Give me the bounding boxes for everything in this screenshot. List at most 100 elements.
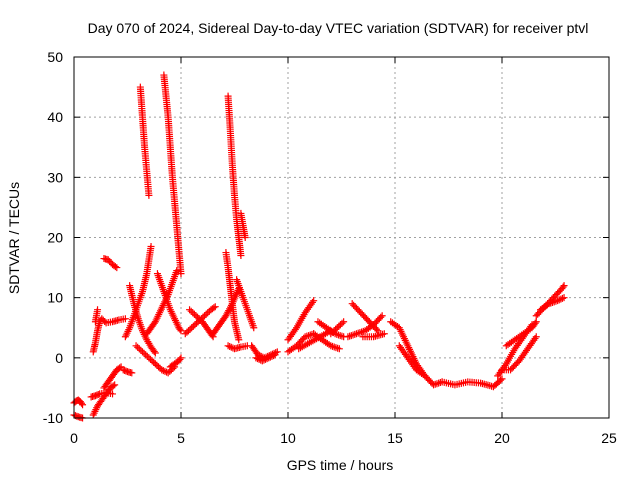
data-point: [147, 355, 155, 363]
data-point: [332, 344, 340, 352]
data-point: [328, 328, 336, 336]
data-point: [333, 324, 341, 332]
data-point: [333, 330, 341, 338]
data-point: [498, 375, 506, 383]
data-point: [308, 330, 316, 338]
data-point: [433, 380, 441, 388]
data-point: [151, 360, 159, 368]
data-point: [134, 343, 142, 351]
x-tick-label: 25: [601, 430, 617, 446]
data-point: [531, 334, 539, 342]
data-point: [147, 243, 155, 251]
data-point: [189, 309, 197, 317]
data-point: [177, 327, 185, 335]
data-point: [560, 282, 568, 290]
data-point: [109, 382, 117, 390]
data-point: [193, 319, 201, 327]
data-point: [332, 325, 340, 333]
series-arc-44: [537, 294, 568, 314]
data-point: [181, 330, 189, 338]
data-point: [153, 361, 161, 369]
series-arc-41: [498, 333, 540, 374]
data-point: [184, 327, 192, 335]
data-point: [271, 351, 279, 359]
x-tick-label: 20: [494, 430, 510, 446]
data-point: [143, 352, 151, 360]
data-point: [255, 355, 263, 363]
data-point: [352, 330, 360, 338]
data-point: [150, 348, 158, 356]
data-point: [235, 336, 243, 344]
data-point: [330, 343, 338, 351]
data-point: [191, 321, 199, 329]
data-point: [204, 309, 212, 317]
data-point: [128, 369, 136, 377]
data-point: [532, 318, 540, 326]
data-point: [155, 363, 163, 371]
series-arc-24: [233, 276, 258, 332]
data-point: [545, 300, 553, 308]
data-point: [377, 313, 385, 321]
series-arc-33: [327, 318, 348, 338]
data-point: [163, 368, 171, 376]
data-point: [421, 372, 429, 380]
data-point: [145, 191, 153, 199]
y-tick-label: 50: [47, 49, 63, 65]
y-tick-label: -10: [43, 410, 63, 426]
data-point: [173, 267, 181, 275]
data-point: [192, 312, 200, 320]
data-point: [177, 270, 185, 278]
series-arc-11: [126, 282, 159, 357]
x-tick-label: 5: [177, 430, 185, 446]
data-point: [555, 296, 563, 304]
data-point: [335, 331, 343, 339]
data-point: [94, 391, 102, 399]
data-point: [194, 313, 202, 321]
data-point: [356, 329, 364, 337]
data-point: [270, 352, 278, 360]
data-point: [303, 332, 311, 340]
series-arc-23: [224, 342, 251, 353]
data-point: [250, 324, 258, 332]
chart-title: Day 070 of 2024, Sidereal Day-to-day VTE…: [88, 20, 589, 36]
data-point: [554, 297, 562, 305]
data-point: [552, 297, 560, 305]
series-arc-06: [91, 306, 102, 326]
data-point: [121, 315, 129, 323]
data-point: [291, 325, 299, 333]
x-tick-label: 0: [70, 430, 78, 446]
data-point: [226, 343, 234, 351]
series-arc-22: [222, 249, 243, 344]
data-point: [301, 333, 309, 341]
data-point: [140, 349, 148, 357]
data-point: [358, 328, 366, 336]
data-point: [224, 342, 232, 350]
data-point: [266, 353, 274, 361]
data-point: [195, 315, 203, 323]
data-point: [305, 332, 313, 340]
data-point: [258, 357, 266, 365]
data-point: [189, 322, 197, 330]
series-arc-25: [237, 209, 249, 241]
data-point: [354, 329, 362, 337]
data-point: [113, 264, 121, 272]
series-arc-42: [502, 318, 540, 350]
data-point: [372, 325, 380, 333]
data-point: [190, 310, 198, 318]
ticks-layer: 0 5 10 15 20 25 -10 0 10 20 30 40 50: [43, 49, 617, 446]
data-point: [380, 330, 388, 338]
data-point: [336, 332, 344, 340]
data-point: [549, 298, 557, 306]
data-point: [550, 298, 558, 306]
series-arc-04: [87, 389, 117, 401]
data-point: [145, 354, 153, 362]
data-point: [263, 355, 271, 363]
y-tick-label: 30: [47, 169, 63, 185]
data-point: [241, 234, 249, 241]
series-arc-35: [348, 300, 382, 335]
data-point: [164, 369, 172, 377]
data-point: [334, 344, 342, 352]
series-arc-29: [284, 297, 318, 344]
data-point: [186, 306, 194, 314]
